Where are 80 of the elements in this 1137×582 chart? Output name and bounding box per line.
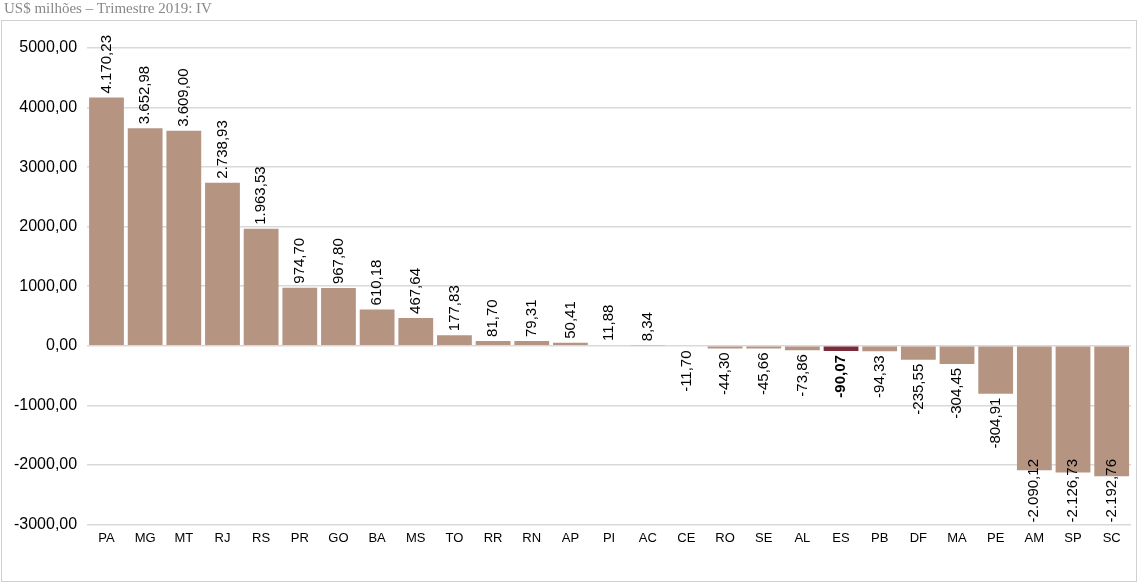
x-tick-label: MS [406,529,426,545]
x-tick-label: RO [715,529,735,545]
x-tick-label: MA [947,529,968,545]
x-tick-label: AC [638,529,657,545]
bar [398,317,434,345]
data-label: 967,80 [328,238,346,285]
data-label: 2.738,93 [212,120,230,179]
data-label: 177,83 [444,285,462,332]
x-tick-label: CE [677,529,696,545]
x-tick-label: PB [871,529,889,545]
x-tick-label: BA [368,529,387,545]
bar [514,341,550,345]
x-tick-label: RN [522,529,542,545]
data-label: 79,31 [521,299,539,338]
bar [437,335,472,345]
y-tick-label: -1000,00 [13,395,78,413]
data-label: -11,70 [676,350,694,392]
bar [282,287,318,345]
bar [978,346,1014,394]
data-label: -2.192,76 [1101,459,1119,523]
data-label: 8,34 [637,312,655,342]
data-label: 467,64 [405,268,423,314]
x-tick-label: MG [134,529,156,545]
bar [900,346,936,360]
x-tick-label: AP [561,529,580,545]
data-label: 81,70 [483,299,501,337]
data-label: -2.090,12 [1024,459,1042,523]
y-tick-label: 0,00 [46,336,78,354]
x-tick-label: RS [252,529,271,545]
data-label: 50,41 [560,301,578,339]
data-label: 610,18 [367,259,385,306]
chart-title: US$ milhões – Trimestre 2019: IV [4,0,212,17]
x-tick-label: RR [483,529,503,545]
bar [553,342,588,345]
data-label: 3.652,98 [135,65,153,125]
data-label: 974,70 [289,237,307,284]
data-label: -2.126,73 [1063,459,1081,523]
x-tick-label: PE [987,529,1005,545]
y-tick-label: 2000,00 [19,217,78,235]
y-tick-label: 5000,00 [19,38,78,56]
bar [475,340,511,345]
x-tick-label: SE [755,529,773,545]
data-label: 3.609,00 [173,68,191,127]
bar [205,182,240,345]
x-tick-label: SC [1102,529,1121,545]
y-tick-label: -2000,00 [13,455,78,473]
data-label: -45,66 [753,352,771,396]
x-tick-label: PR [290,529,309,545]
x-tick-label: AM [1024,529,1045,545]
data-label: 4.170,23 [96,35,114,94]
bar [89,97,124,345]
x-tick-label: SP [1064,529,1082,545]
x-tick-label: RJ [214,529,231,545]
bar [939,346,975,364]
x-tick-label: DF [909,529,928,545]
x-tick-label: AL [794,529,811,545]
data-label: 11,88 [599,304,617,342]
bar [359,309,395,345]
y-tick-label: 4000,00 [19,97,78,115]
x-tick-label: TO [445,529,464,545]
bar [321,288,356,345]
data-label: -73,86 [792,354,810,397]
data-label: -44,30 [715,352,733,395]
data-label: -304,45 [947,367,965,419]
y-tick-label: 3000,00 [19,157,78,175]
x-tick-label: MT [174,529,194,545]
x-tick-label: PI [602,529,616,545]
bar [166,130,202,345]
y-tick-label: -3000,00 [13,514,78,532]
bar [127,128,163,345]
bar [243,228,279,345]
x-tick-label: GO [328,529,349,545]
data-label: -804,91 [985,397,1003,449]
data-label: -235,55 [908,363,926,415]
data-label: -90,07 [831,355,849,398]
y-tick-label: 1000,00 [19,276,78,294]
data-label: 1.963,53 [251,166,269,225]
x-tick-label: PA [98,529,116,545]
data-label: -94,33 [869,355,887,398]
x-tick-label: ES [832,529,851,545]
